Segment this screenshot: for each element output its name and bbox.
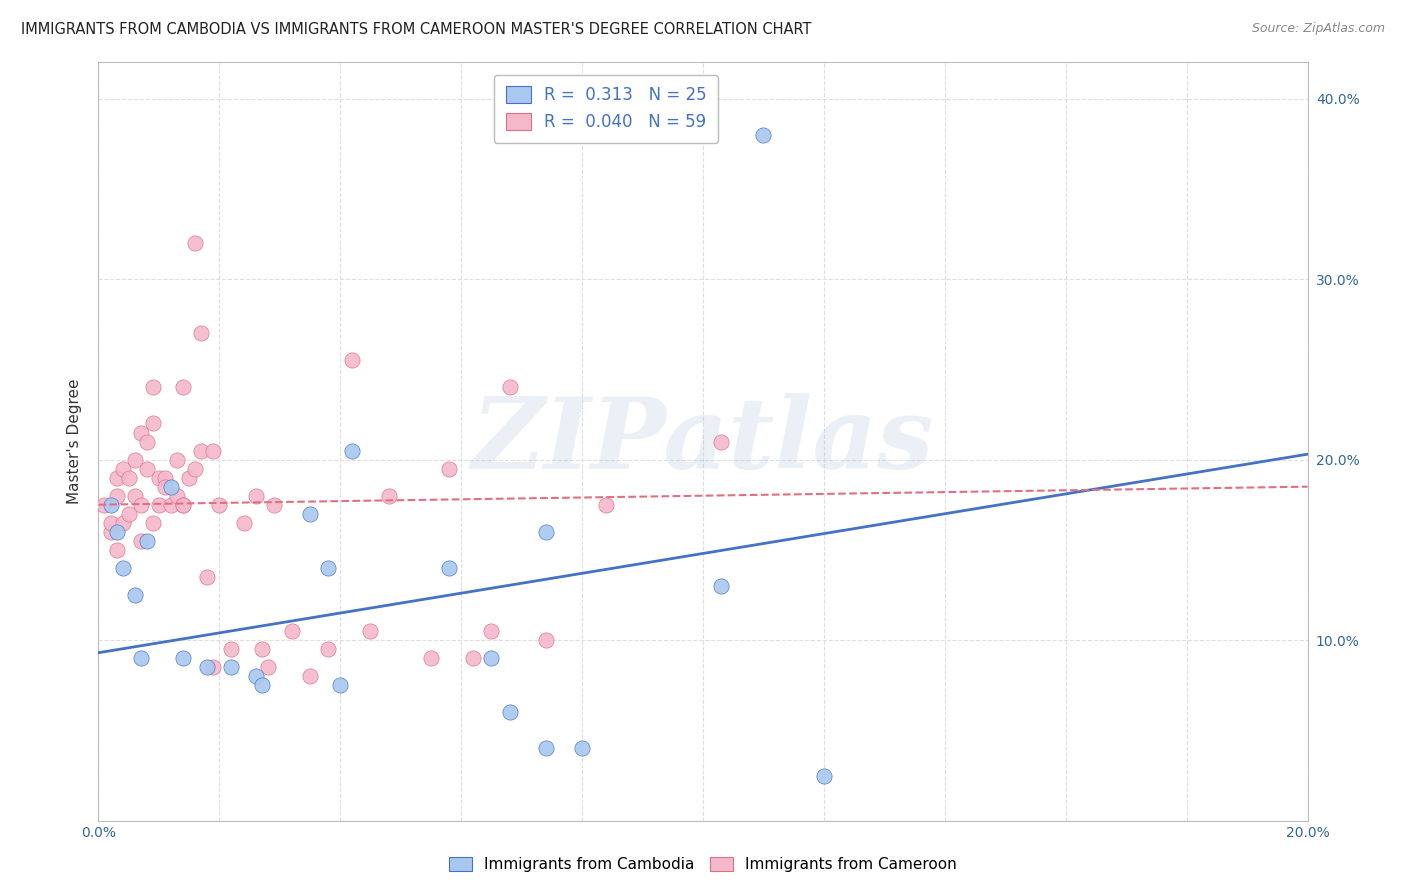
Point	[105, 542, 128, 557]
Point	[135, 461, 157, 475]
Point	[172, 380, 194, 394]
Point	[93, 498, 115, 512]
Point	[498, 380, 520, 394]
Point	[142, 380, 165, 394]
Y-axis label: Master's Degree: Master's Degree	[67, 379, 83, 504]
Point	[166, 489, 188, 503]
Point	[534, 633, 557, 648]
Point	[250, 678, 273, 692]
Point	[124, 588, 146, 602]
Point	[184, 461, 207, 475]
Point	[129, 425, 152, 440]
Point	[111, 516, 134, 530]
Point	[135, 434, 157, 449]
Point	[105, 470, 128, 484]
Legend: Immigrants from Cambodia, Immigrants from Cameroon: Immigrants from Cambodia, Immigrants fro…	[441, 849, 965, 880]
Text: IMMIGRANTS FROM CAMBODIA VS IMMIGRANTS FROM CAMEROON MASTER'S DEGREE CORRELATION: IMMIGRANTS FROM CAMBODIA VS IMMIGRANTS F…	[21, 22, 811, 37]
Point	[281, 624, 304, 639]
Point	[221, 642, 243, 657]
Point	[190, 326, 212, 341]
Point	[153, 470, 176, 484]
Point	[571, 741, 593, 756]
Point	[534, 524, 557, 539]
Point	[129, 651, 152, 665]
Point	[420, 651, 443, 665]
Point	[172, 498, 194, 512]
Point	[208, 498, 231, 512]
Point	[299, 669, 322, 683]
Point	[129, 533, 152, 548]
Point	[752, 128, 775, 142]
Point	[342, 353, 364, 368]
Point	[360, 624, 382, 639]
Point	[129, 498, 152, 512]
Point	[160, 480, 183, 494]
Point	[118, 470, 141, 484]
Point	[148, 498, 170, 512]
Point	[160, 498, 183, 512]
Point	[105, 524, 128, 539]
Point	[710, 434, 733, 449]
Point	[172, 651, 194, 665]
Point	[595, 498, 617, 512]
Point	[221, 660, 243, 674]
Legend: R =  0.313   N = 25, R =  0.040   N = 59: R = 0.313 N = 25, R = 0.040 N = 59	[494, 75, 718, 143]
Point	[316, 561, 339, 575]
Point	[481, 624, 503, 639]
Point	[142, 516, 165, 530]
Point	[172, 498, 194, 512]
Point	[377, 489, 399, 503]
Point	[142, 417, 165, 431]
Point	[498, 706, 520, 720]
Point	[299, 507, 322, 521]
Point	[100, 524, 122, 539]
Point	[813, 768, 835, 782]
Point	[202, 443, 225, 458]
Point	[710, 579, 733, 593]
Point	[179, 470, 201, 484]
Point	[342, 443, 364, 458]
Point	[111, 461, 134, 475]
Point	[190, 443, 212, 458]
Point	[263, 498, 285, 512]
Point	[111, 561, 134, 575]
Point	[118, 507, 141, 521]
Point	[256, 660, 278, 674]
Point	[232, 516, 254, 530]
Point	[437, 461, 460, 475]
Point	[124, 452, 146, 467]
Point	[195, 660, 218, 674]
Point	[100, 498, 122, 512]
Point	[166, 452, 188, 467]
Point	[195, 570, 218, 584]
Point	[148, 470, 170, 484]
Point	[316, 642, 339, 657]
Point	[153, 480, 176, 494]
Point	[534, 741, 557, 756]
Point	[184, 235, 207, 250]
Text: ZIPatlas: ZIPatlas	[472, 393, 934, 490]
Point	[481, 651, 503, 665]
Point	[100, 516, 122, 530]
Point	[105, 489, 128, 503]
Point	[250, 642, 273, 657]
Point	[124, 489, 146, 503]
Point	[463, 651, 485, 665]
Point	[202, 660, 225, 674]
Point	[437, 561, 460, 575]
Point	[329, 678, 352, 692]
Point	[245, 669, 267, 683]
Point	[245, 489, 267, 503]
Text: Source: ZipAtlas.com: Source: ZipAtlas.com	[1251, 22, 1385, 36]
Point	[135, 533, 157, 548]
